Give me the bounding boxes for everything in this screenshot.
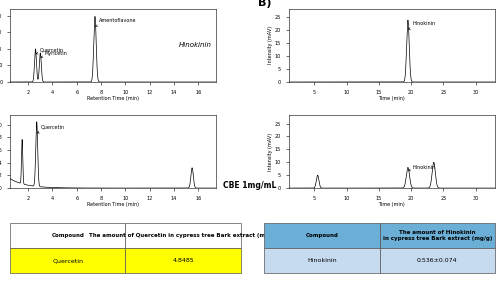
Text: Hinokinin: Hinokinin (408, 21, 435, 30)
Text: CBE 1mg/mL: CBE 1mg/mL (224, 181, 276, 190)
Text: Quercetin: Quercetin (36, 47, 64, 54)
X-axis label: Retention Time (min): Retention Time (min) (87, 202, 139, 207)
Text: Hinokinin: Hinokinin (408, 165, 435, 171)
X-axis label: Retention Time (min): Retention Time (min) (87, 96, 139, 101)
Text: Amentoflavone: Amentoflavone (96, 18, 136, 27)
Y-axis label: Intensity (mAV): Intensity (mAV) (268, 26, 274, 65)
Y-axis label: Intensity (mAV): Intensity (mAV) (268, 132, 274, 171)
Text: Quercetin: Quercetin (38, 125, 65, 133)
X-axis label: Time (min): Time (min) (378, 96, 405, 101)
Text: Hinokinin: Hinokinin (179, 42, 212, 48)
Text: B): B) (258, 0, 271, 8)
X-axis label: Time (min): Time (min) (378, 202, 405, 207)
Text: Myricetin: Myricetin (41, 51, 67, 58)
